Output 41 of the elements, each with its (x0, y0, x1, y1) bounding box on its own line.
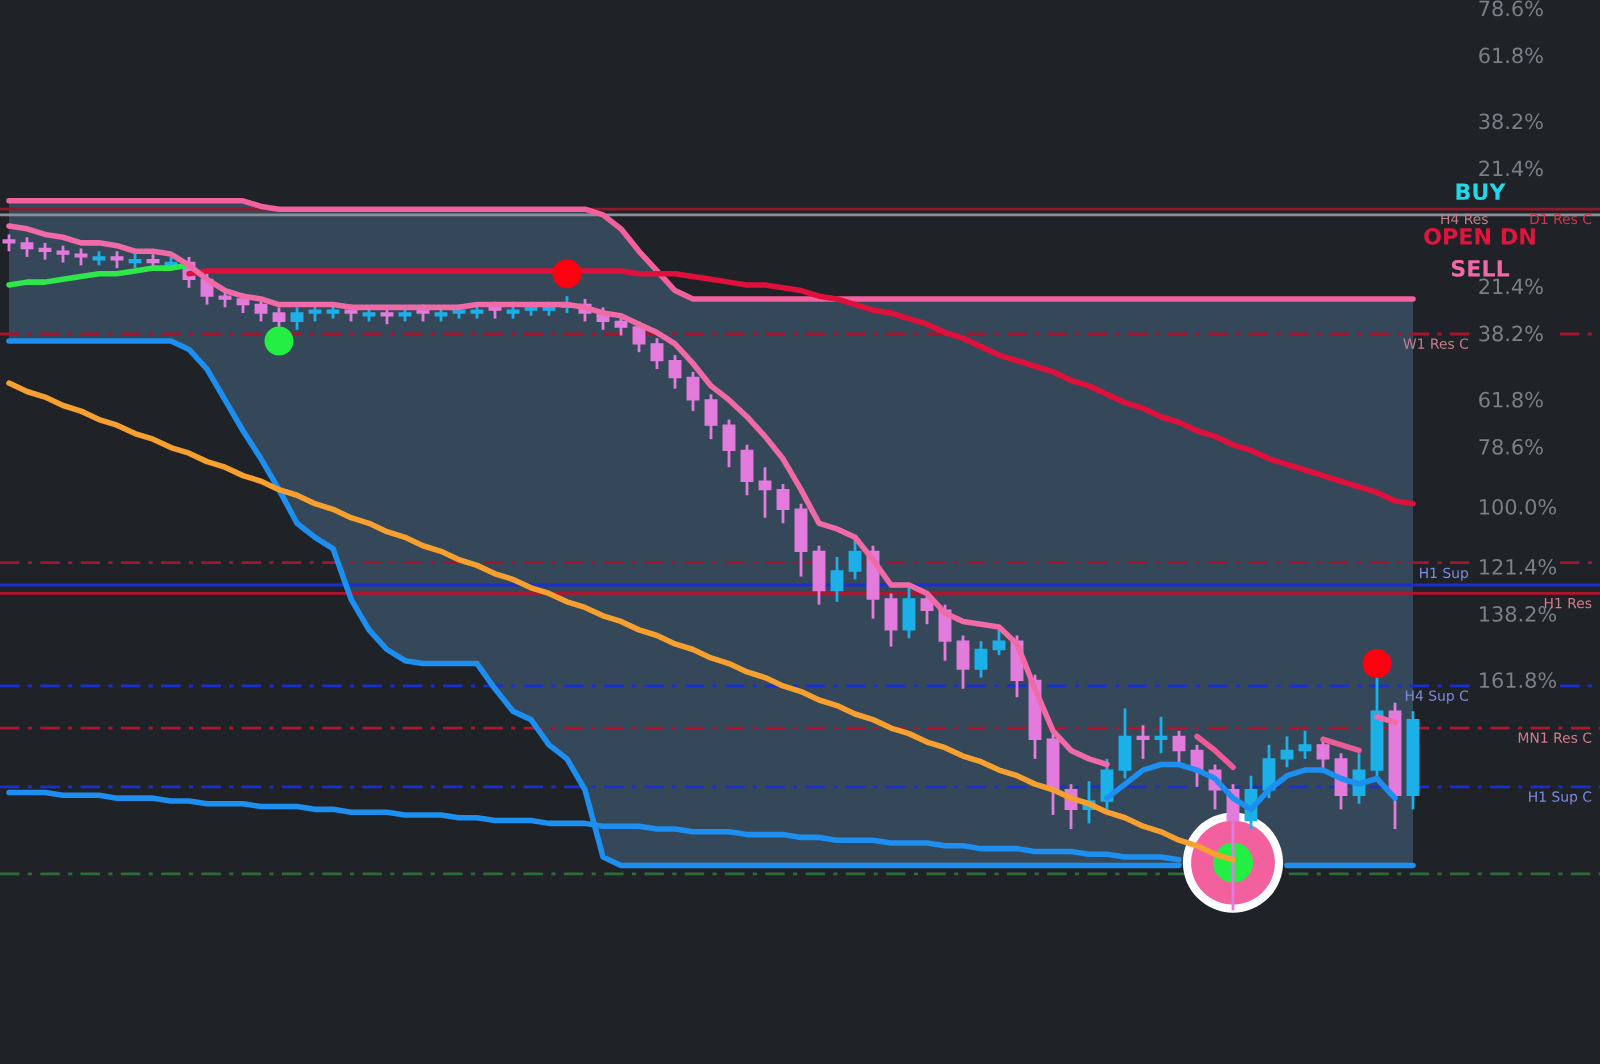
line-series (6, 198, 1416, 302)
candlestick (830, 555, 844, 604)
y-tick-label: 21.4% (1479, 278, 1543, 295)
candlestick (848, 538, 862, 581)
y-tick-label: 61.8% (1479, 391, 1543, 408)
candlestick (686, 370, 700, 413)
candlestick (650, 336, 664, 371)
candlestick (668, 353, 682, 391)
candlestick (992, 628, 1006, 657)
candlestick (812, 544, 826, 607)
candlestick (290, 305, 304, 332)
candlestick (956, 634, 970, 691)
y-tick-label: 121.4% (1480, 558, 1557, 575)
candlestick (704, 392, 718, 441)
candlestick (776, 482, 790, 525)
y-tick-label: 78.6% (1479, 438, 1543, 455)
candlestick (1136, 723, 1150, 761)
candlestick (974, 639, 988, 679)
candlestick (20, 235, 34, 259)
y-tick-label: 100.0% (1480, 498, 1557, 515)
candlestick (740, 443, 754, 497)
candlestick (884, 592, 898, 649)
candlestick (1172, 729, 1186, 766)
point (552, 259, 582, 289)
text: OPEN DN (1424, 227, 1535, 245)
candlestick (902, 583, 916, 640)
candlestick (722, 418, 736, 469)
candlestick (1154, 715, 1168, 755)
line-series (6, 223, 1110, 768)
y-tick-label: 38.2% (1479, 325, 1543, 342)
point (264, 326, 294, 356)
candlestick (794, 502, 808, 578)
candlestick (272, 305, 286, 332)
y-tick-label: 161.8% (1480, 672, 1557, 688)
text: SELL (1451, 259, 1510, 277)
candlestick (1280, 735, 1294, 769)
candlestick (1118, 707, 1132, 780)
y-tick-label: 138.2% (1480, 606, 1557, 622)
point (1362, 648, 1392, 679)
text: BUY (1456, 183, 1506, 201)
candlestick (1298, 729, 1312, 761)
